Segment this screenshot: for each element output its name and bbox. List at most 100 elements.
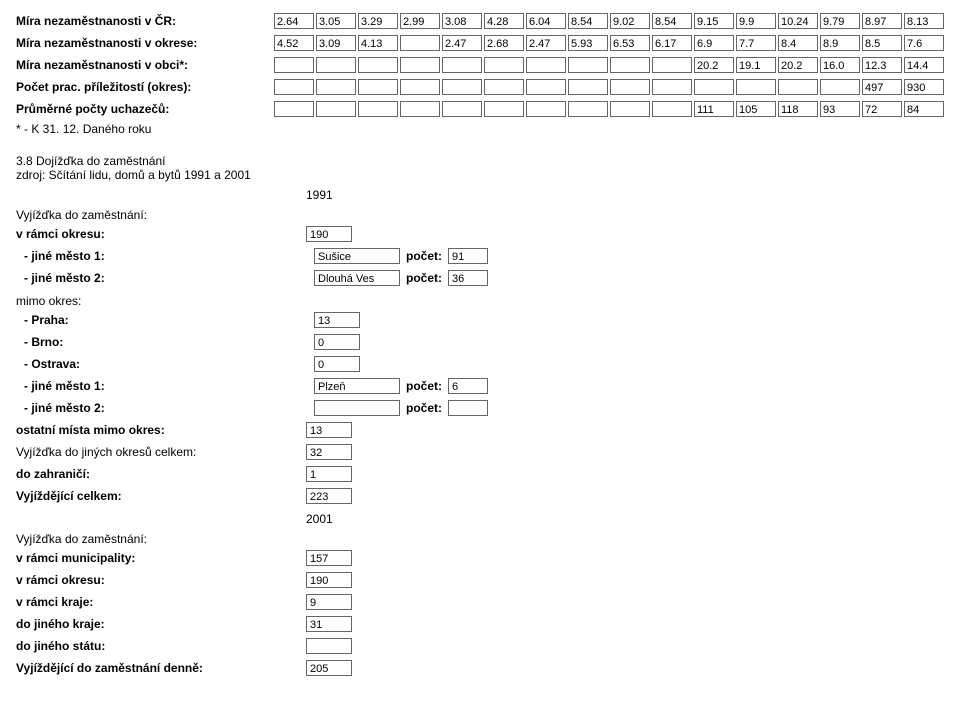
value-ostatni: 13 xyxy=(306,422,352,438)
label-v-ramci-okresu-2: v rámci okresu: xyxy=(16,573,306,587)
cell xyxy=(358,57,398,73)
cell: 6.9 xyxy=(694,35,734,51)
cell: 8.4 xyxy=(778,35,818,51)
cell: 118 xyxy=(778,101,818,117)
label-ostatni: ostatní místa mimo okres: xyxy=(16,423,306,437)
top-row-0: Míra nezaměstnanosti v ČR: 2.64 3.05 3.2… xyxy=(16,12,944,30)
cell: 9.02 xyxy=(610,13,650,29)
value-j1-count: 91 xyxy=(448,248,488,264)
cell: 3.05 xyxy=(316,13,356,29)
label-praha: - Praha: xyxy=(16,313,314,327)
cell: 930 xyxy=(904,79,944,95)
label-jine-mesto-2: - jiné město 2: xyxy=(16,271,314,285)
cell: 9.15 xyxy=(694,13,734,29)
cell: 4.28 xyxy=(484,13,524,29)
row-label: Průměrné počty uchazečů: xyxy=(16,102,274,116)
cell xyxy=(442,57,482,73)
cell: 111 xyxy=(694,101,734,117)
cell xyxy=(274,101,314,117)
label-brno: - Brno: xyxy=(16,335,314,349)
cell: 20.2 xyxy=(778,57,818,73)
row-label: Míra nezaměstnanosti v okrese: xyxy=(16,36,274,50)
cell xyxy=(568,101,608,117)
cell: 6.04 xyxy=(526,13,566,29)
section-heading: 3.8 Dojížďka do zaměstnání zdroj: Sčítán… xyxy=(16,154,944,182)
cell xyxy=(316,101,356,117)
cell xyxy=(526,101,566,117)
value-celkem: 223 xyxy=(306,488,352,504)
value-j1b-city: Plzeň xyxy=(314,378,400,394)
value-j2-count: 36 xyxy=(448,270,488,286)
label-pocet: počet: xyxy=(406,271,442,285)
label-do-jineho-kraje: do jiného kraje: xyxy=(16,617,306,631)
label-do-jineho-statu: do jiného státu: xyxy=(16,639,306,653)
value-j2b-count xyxy=(448,400,488,416)
year-1991: 1991 xyxy=(306,188,944,202)
cell: 7.6 xyxy=(904,35,944,51)
cell xyxy=(652,57,692,73)
cell xyxy=(274,79,314,95)
cell: 2.47 xyxy=(526,35,566,51)
row-label: Míra nezaměstnanosti v obci*: xyxy=(16,58,274,72)
value-j1-city: Sušice xyxy=(314,248,400,264)
label-jine-mesto-1b: - jiné město 1: xyxy=(16,379,314,393)
label-jine-mesto-1: - jiné město 1: xyxy=(16,249,314,263)
cell xyxy=(316,79,356,95)
cell: 20.2 xyxy=(694,57,734,73)
cell xyxy=(568,79,608,95)
cell: 10.24 xyxy=(778,13,818,29)
top-data-block: Míra nezaměstnanosti v ČR: 2.64 3.05 3.2… xyxy=(16,12,944,136)
value-praha: 13 xyxy=(314,312,360,328)
value-do-jinych-okresu: 32 xyxy=(306,444,352,460)
top-row-2: Míra nezaměstnanosti v obci*: 20.2 19.1 … xyxy=(16,56,944,74)
label-v-ramci-municipality: v rámci municipality: xyxy=(16,551,306,565)
label-pocet: počet: xyxy=(406,401,442,415)
label-v-ramci-kraje: v rámci kraje: xyxy=(16,595,306,609)
cell: 8.54 xyxy=(652,13,692,29)
label-mimo-okres: mimo okres: xyxy=(16,294,944,308)
cell: 14.4 xyxy=(904,57,944,73)
value-ostrava: 0 xyxy=(314,356,360,372)
heading-line-1: 3.8 Dojížďka do zaměstnání xyxy=(16,154,944,168)
cell: 2.68 xyxy=(484,35,524,51)
cell xyxy=(400,101,440,117)
cell: 497 xyxy=(862,79,902,95)
cell: 5.93 xyxy=(568,35,608,51)
cell xyxy=(820,79,860,95)
cell: 93 xyxy=(820,101,860,117)
cell: 3.09 xyxy=(316,35,356,51)
label-denne: Vyjíždějící do zaměstnání denně: xyxy=(16,661,306,675)
cell: 72 xyxy=(862,101,902,117)
label-do-jinych-okresu: Vyjížďka do jiných okresů celkem: xyxy=(16,445,306,459)
value-brno: 0 xyxy=(314,334,360,350)
cell: 2.64 xyxy=(274,13,314,29)
cell: 8.13 xyxy=(904,13,944,29)
value-v-ramci-okresu-2001: 190 xyxy=(306,572,352,588)
top-row-3: Počet prac. příležitostí (okres): 497 93… xyxy=(16,78,944,96)
footnote: * - K 31. 12. Daného roku xyxy=(16,122,944,136)
cell xyxy=(484,79,524,95)
cell: 2.47 xyxy=(442,35,482,51)
cell: 7.7 xyxy=(736,35,776,51)
cell: 8.5 xyxy=(862,35,902,51)
label-celkem: Vyjíždějící celkem: xyxy=(16,489,306,503)
cell: 8.97 xyxy=(862,13,902,29)
cell xyxy=(442,101,482,117)
row-cells: 4.52 3.09 4.13 2.47 2.68 2.47 5.93 6.53 … xyxy=(274,35,946,51)
cell xyxy=(736,79,776,95)
cell xyxy=(484,101,524,117)
cell: 105 xyxy=(736,101,776,117)
row-cells: 497 930 xyxy=(274,79,946,95)
cell xyxy=(610,79,650,95)
cell xyxy=(400,79,440,95)
cell xyxy=(484,57,524,73)
top-row-4: Průměrné počty uchazečů: 111 105 118 93 … xyxy=(16,100,944,118)
row-cells: 20.2 19.1 20.2 16.0 12.3 14.4 xyxy=(274,57,946,73)
cell: 16.0 xyxy=(820,57,860,73)
value-j2b-city xyxy=(314,400,400,416)
cell: 8.54 xyxy=(568,13,608,29)
cell xyxy=(610,101,650,117)
value-j1b-count: 6 xyxy=(448,378,488,394)
row-label: Míra nezaměstnanosti v ČR: xyxy=(16,14,274,28)
label-ostrava: - Ostrava: xyxy=(16,357,314,371)
